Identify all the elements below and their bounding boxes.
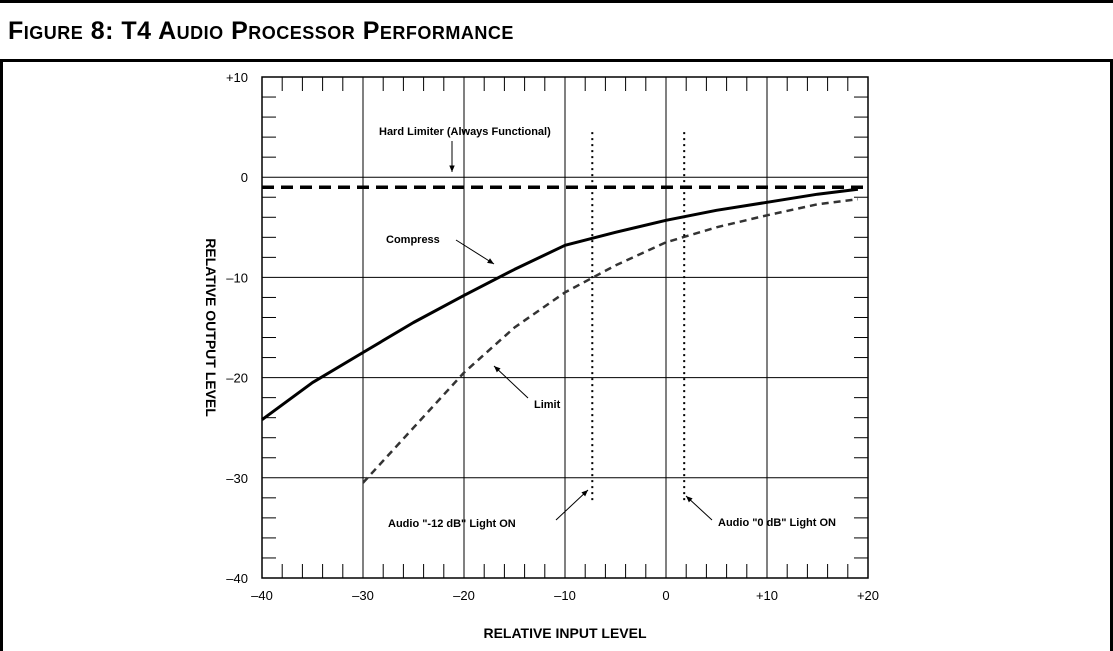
y-tick-label: +10 [226, 70, 248, 85]
x-axis-title: RELATIVE INPUT LEVEL [483, 625, 647, 641]
figure-title: Figure 8: T4 Audio Processor Performance [8, 17, 514, 45]
annotation-limit: Limit [534, 399, 561, 411]
annotation-limit-arrowhead [494, 366, 501, 373]
x-tick-label: –20 [453, 588, 475, 603]
x-tick-label: +10 [756, 588, 778, 603]
annotation-light-0: Audio "0 dB" Light ON [718, 517, 836, 529]
x-tick-label: –40 [251, 588, 273, 603]
annotation-compress: Compress [386, 234, 440, 246]
series-2-line [362, 197, 859, 484]
x-tick-label: 0 [662, 588, 669, 603]
annotation-light-12: Audio "-12 dB" Light ON [388, 518, 516, 530]
annotation-hard-limiter: Hard Limiter (Always Functional) [379, 126, 551, 138]
y-tick-label: –10 [226, 270, 248, 285]
left-border [0, 62, 3, 651]
y-tick-label: –30 [226, 471, 248, 486]
annotation-hard-limiter-arrowhead [449, 165, 455, 172]
grid-layer [261, 76, 869, 579]
series-layer [261, 132, 868, 503]
annotation-light-0-arrowhead [686, 496, 693, 503]
annotation-light-12-arrowhead [581, 490, 588, 497]
annotation-light-12-leader [555, 489, 589, 521]
x-tick-label: –30 [352, 588, 374, 603]
y-tick-label: –40 [226, 571, 248, 586]
annotation-compress-arrowhead [487, 258, 494, 264]
series-1-line [261, 187, 859, 421]
figure-title-bar: Figure 8: T4 Audio Processor Performance [0, 0, 1113, 62]
label-layer: –40 –30 –20 –10 0 +10 +20 +10 0 –10 –20 –30 –40 RELAT… [203, 70, 879, 641]
minor-ticks-layer [262, 77, 868, 578]
right-border [1110, 62, 1113, 651]
y-axis-title: RELATIVE OUTPUT LEVEL [203, 238, 219, 417]
x-tick-label: +20 [857, 588, 879, 603]
x-tick-label: –10 [554, 588, 576, 603]
annotation-limit-leader [493, 365, 529, 399]
y-tick-label: 0 [241, 170, 248, 185]
annotation-compress-leader [455, 239, 495, 265]
y-tick-label: –20 [226, 371, 248, 386]
